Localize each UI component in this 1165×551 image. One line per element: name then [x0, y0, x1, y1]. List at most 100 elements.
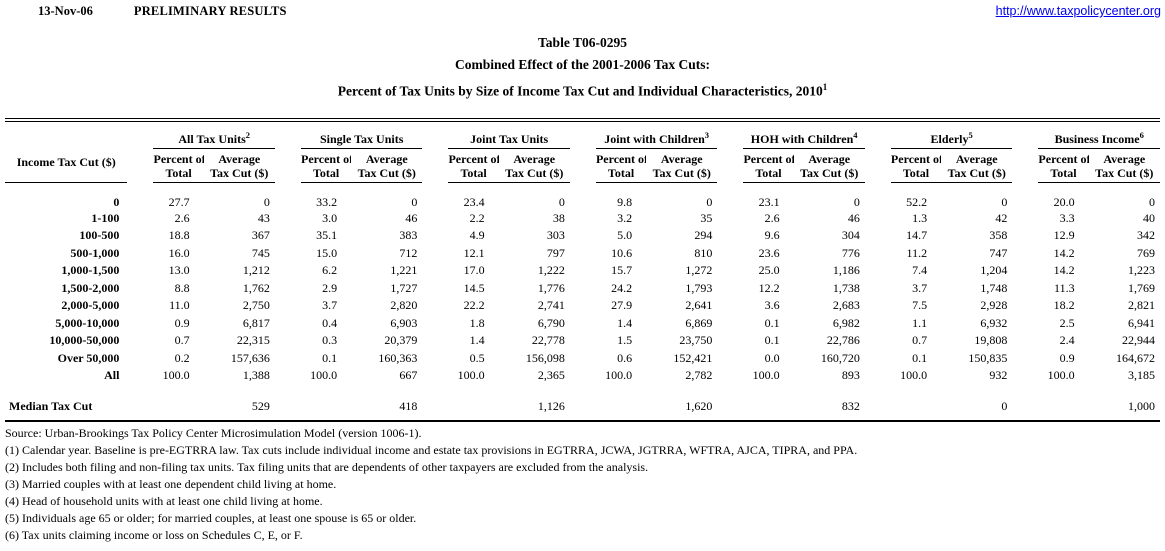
- column-separator: [1012, 332, 1038, 350]
- column-separator: [717, 262, 743, 280]
- average-cell: 776: [841, 245, 860, 260]
- average-cell: 3,185: [1128, 368, 1155, 383]
- footnote: (6) Tax units claiming income or loss on…: [5, 527, 303, 542]
- percent-cell: 35.1: [316, 228, 338, 243]
- column-separator: [1012, 315, 1038, 333]
- row-label: 10,000-50,000: [49, 333, 120, 348]
- row-label: 0: [113, 194, 120, 209]
- column-separator: [127, 182, 153, 210]
- column-separator: [570, 280, 596, 298]
- percent-cell: [448, 385, 498, 399]
- percent-cell: 24.2: [611, 280, 633, 295]
- site-url-link[interactable]: http://www.taxpolicycenter.org: [995, 4, 1161, 18]
- percent-cell: 11.0: [169, 298, 190, 313]
- average-cell: 1,186: [832, 263, 860, 278]
- column-separator: [1012, 245, 1038, 263]
- column-separator: [570, 182, 596, 210]
- column-separator: [865, 332, 891, 350]
- percent-of-total-header: Percent of Total: [743, 148, 794, 183]
- average-cell: 1,776: [537, 280, 565, 295]
- footnote: Source: Urban-Brookings Tax Policy Cente…: [5, 425, 422, 440]
- average-cell: 1,738: [832, 280, 860, 295]
- percent-cell: 18.8: [168, 228, 190, 243]
- percent-cell: [891, 385, 941, 399]
- average-cell: 0: [263, 194, 270, 209]
- average-cell: 797: [546, 245, 565, 260]
- column-separator: [717, 210, 743, 228]
- percent-cell: 100.0: [457, 368, 485, 383]
- average-cell: [1089, 385, 1160, 399]
- column-group-header: Single Tax Units: [300, 119, 423, 149]
- average-tax-cut-header: Average Tax Cut ($): [203, 148, 275, 183]
- column-separator: [717, 120, 743, 183]
- column-separator: [127, 210, 153, 228]
- percent-cell: 1.8: [469, 315, 485, 330]
- average-cell: 1,126: [537, 398, 565, 413]
- percent-cell: 100.0: [900, 368, 928, 383]
- column-separator: [865, 399, 891, 421]
- average-cell: 46: [847, 210, 860, 225]
- column-separator: [865, 227, 891, 245]
- column-separator: [422, 399, 448, 421]
- percent-of-total-header: Percent of Total: [153, 148, 204, 183]
- average-cell: 19,808: [974, 333, 1008, 348]
- percent-cell: 12.1: [463, 245, 485, 260]
- average-cell: 712: [399, 245, 418, 260]
- percent-cell: 18.2: [1053, 298, 1075, 313]
- average-tax-cut-header: Average Tax Cut ($): [646, 148, 718, 183]
- group-label: HOH with Children: [750, 131, 854, 146]
- column-group-header: All Tax Units2: [153, 119, 275, 149]
- percent-cell: 3.0: [322, 210, 338, 225]
- column-separator: [717, 367, 743, 385]
- average-cell: 1,793: [685, 280, 713, 295]
- column-separator: [1012, 399, 1038, 421]
- average-cell: [204, 385, 275, 399]
- column-separator: [717, 297, 743, 315]
- average-cell: 35: [700, 210, 713, 225]
- percent-cell: 3.6: [764, 298, 780, 313]
- column-separator: [275, 262, 301, 280]
- average-cell: 1,272: [685, 263, 713, 278]
- column-separator: [570, 385, 596, 399]
- average-cell: 6,790: [537, 315, 565, 330]
- table-row: 1,000-1,500 13.0 1,212 6.2 1,221 17.0 1,222 15.…: [5, 262, 1160, 280]
- column-separator: [275, 280, 301, 298]
- average-cell: [794, 385, 865, 399]
- percent-cell: 3.7: [912, 280, 928, 295]
- percent-cell: 9.8: [617, 194, 633, 209]
- column-separator: [570, 399, 596, 421]
- percent-cell: 0.1: [322, 350, 338, 365]
- average-cell: 342: [1137, 228, 1155, 243]
- percent-cell: 2.9: [322, 280, 338, 295]
- average-cell: [941, 385, 1012, 399]
- average-cell: 2,741: [537, 298, 565, 313]
- column-separator: [865, 297, 891, 315]
- average-cell: 164,672: [1116, 350, 1155, 365]
- average-cell: [499, 385, 570, 399]
- average-cell: [646, 385, 717, 399]
- footnote: (5) Individuals age 65 or older; for mar…: [5, 510, 417, 525]
- percent-cell: 11.3: [1054, 280, 1075, 295]
- column-separator: [570, 350, 596, 368]
- group-label: All Tax Units: [178, 131, 246, 146]
- column-separator: [422, 262, 448, 280]
- column-separator: [570, 120, 596, 183]
- percent-cell: 17.0: [463, 263, 485, 278]
- column-separator: [717, 315, 743, 333]
- average-cell: 893: [841, 368, 860, 383]
- average-cell: 2,683: [832, 298, 860, 313]
- percent-of-total-header: Percent of Total: [595, 148, 647, 183]
- row-label: 500-1,000: [70, 245, 120, 260]
- percent-cell: 3.2: [617, 210, 633, 225]
- average-cell: 1,000: [1128, 398, 1155, 413]
- percent-cell: [301, 399, 351, 421]
- table-row: 500-1,000 16.0 745 15.0 712 12.1 797 10.6 810 23.…: [5, 245, 1160, 263]
- footnote: (4) Head of household units with at leas…: [5, 493, 323, 508]
- percent-cell: 10.6: [611, 245, 633, 260]
- table-row: 5,000-10,000 0.9 6,817 0.4 6,903 1.8 6,790 1.4 6…: [5, 315, 1160, 333]
- percent-cell: [301, 385, 351, 399]
- row-label: 2,000-5,000: [61, 298, 120, 313]
- average-cell: 0: [558, 194, 565, 209]
- column-separator: [570, 262, 596, 280]
- average-cell: 304: [841, 228, 860, 243]
